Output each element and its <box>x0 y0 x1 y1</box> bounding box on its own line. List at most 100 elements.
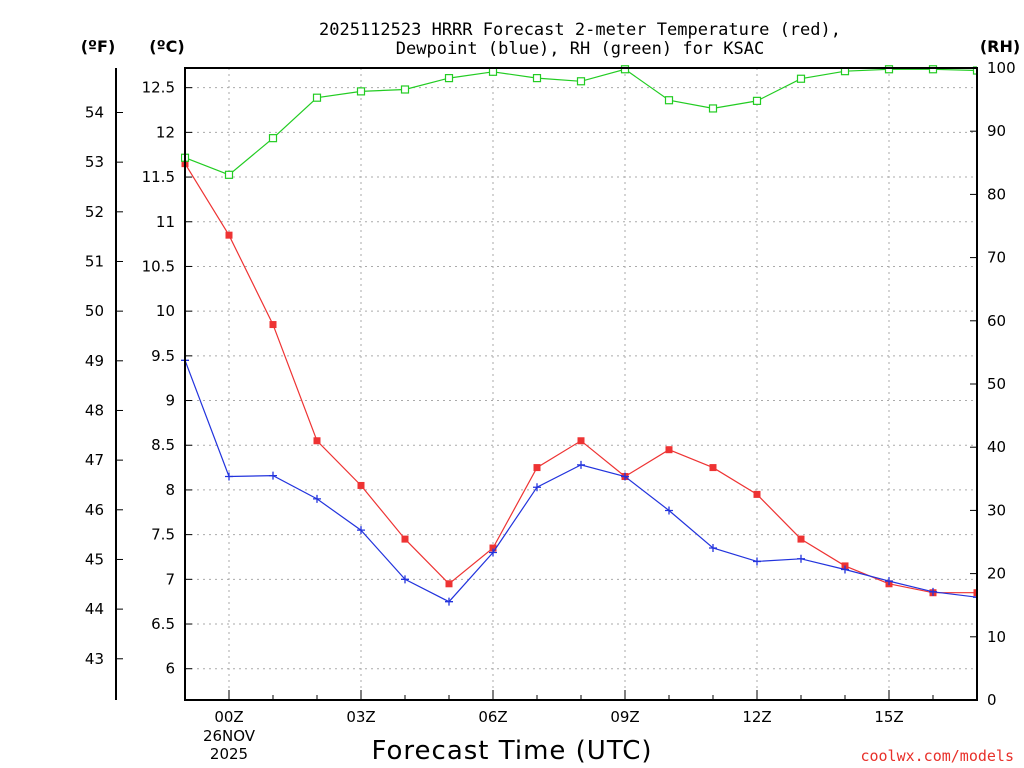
fahrenheit-tick-label: 51 <box>85 252 104 270</box>
dewpoint-point <box>357 526 365 535</box>
dewpoint-point <box>973 593 977 602</box>
temperature-point <box>577 437 585 445</box>
relative-humidity-point <box>928 65 938 74</box>
temperature-point <box>357 481 365 489</box>
rh-tick-label: 10 <box>987 628 1006 646</box>
fahrenheit-tick-label: 44 <box>85 600 104 618</box>
fahrenheit-tick-label: 45 <box>85 550 104 568</box>
dewpoint-point <box>621 472 629 481</box>
temperature-point <box>533 464 541 472</box>
relative-humidity-point <box>312 93 322 102</box>
x-year-label: 2025 <box>210 745 248 763</box>
x-date-label: 26NOV <box>203 727 256 745</box>
x-tick-label: 15Z <box>874 708 903 726</box>
dewpoint-point <box>1017 595 1024 603</box>
fahrenheit-tick-label: 53 <box>85 153 104 171</box>
dewpoint-point <box>577 460 585 469</box>
celsius-tick-label: 6.5 <box>151 615 175 633</box>
relative-humidity-point <box>664 96 674 105</box>
relative-humidity-line <box>184 68 977 176</box>
x-tick-label: 00Z <box>214 708 243 726</box>
dewpoint-point <box>225 472 233 481</box>
relative-humidity-point <box>752 96 762 105</box>
dewpoint-point <box>313 494 321 503</box>
celsius-tick-label: 7.5 <box>151 526 175 544</box>
celsius-tick-label: 7 <box>165 570 175 588</box>
rh-tick-label: 60 <box>987 312 1006 330</box>
dewpoint-point <box>885 577 893 586</box>
celsius-tick-label: 6 <box>165 660 175 678</box>
x-tick-label: 12Z <box>742 708 771 726</box>
relative-humidity-point <box>1018 68 1024 75</box>
plot-frame <box>184 67 978 701</box>
series-group <box>181 65 1024 606</box>
temperature-point <box>269 321 277 329</box>
relative-humidity-point <box>576 77 586 86</box>
fahrenheit-tick-label: 43 <box>85 650 104 668</box>
dewpoint-point <box>709 544 717 553</box>
fahrenheit-tick-label: 49 <box>85 352 104 370</box>
relative-humidity-point <box>356 87 366 96</box>
celsius-tick-label: 12 <box>156 123 175 141</box>
rh-tick-label: 70 <box>987 249 1006 267</box>
dewpoint-point <box>841 565 849 574</box>
temperature-point <box>445 580 453 588</box>
dewpoint-point <box>929 587 937 596</box>
dewpoint-point <box>445 597 453 606</box>
fahrenheit-tick-label: 46 <box>85 501 104 519</box>
temperature-point <box>797 535 805 543</box>
data-series <box>181 65 1024 606</box>
relative-humidity-point <box>400 85 410 94</box>
relative-humidity-point <box>532 74 542 83</box>
fahrenheit-tick-label: 54 <box>85 103 104 121</box>
temperature-point <box>709 464 717 472</box>
relative-humidity-point <box>488 67 498 76</box>
rh-tick-label: 50 <box>987 375 1006 393</box>
dewpoint-point <box>489 548 497 557</box>
fahrenheit-unit-label: (ºF) <box>81 37 116 56</box>
dewpoint-line <box>184 360 977 603</box>
dewpoint-point <box>401 575 409 584</box>
celsius-tick-label: 8 <box>165 481 175 499</box>
x-tick-label: 06Z <box>478 708 507 726</box>
x-tick-label: 03Z <box>346 708 375 726</box>
celsius-tick-label: 10 <box>156 302 175 320</box>
fahrenheit-tick-label: 48 <box>85 401 104 419</box>
dewpoint-point <box>797 554 805 563</box>
dewpoint-point <box>533 483 541 492</box>
chart-title-line2: Dewpoint (blue), RH (green) for KSAC <box>396 39 764 59</box>
celsius-tick-label: 12.5 <box>142 79 175 97</box>
rh-tick-label: 40 <box>987 438 1006 456</box>
celsius-tick-label: 9.5 <box>151 347 175 365</box>
relative-humidity-point <box>972 66 977 75</box>
relative-humidity-point <box>444 74 454 83</box>
temperature-point <box>225 231 233 239</box>
relative-humidity-point <box>884 65 894 74</box>
temperature-point <box>973 589 977 597</box>
rh-tick-label: 30 <box>987 501 1006 519</box>
celsius-unit-label: (ºC) <box>149 37 184 56</box>
rh-tick-label: 100 <box>987 59 1016 77</box>
temperature-line <box>184 163 977 594</box>
temperature-point <box>313 437 321 445</box>
fahrenheit-tick-label: 50 <box>85 302 104 320</box>
relative-humidity-point <box>620 65 630 74</box>
relative-humidity-point <box>224 170 234 179</box>
x-axis-title: Forecast Time (UTC) <box>371 736 652 766</box>
dewpoint-point <box>665 506 673 515</box>
rh-tick-label: 20 <box>987 565 1006 583</box>
relative-humidity-point <box>708 104 718 113</box>
x-tick-label: 09Z <box>610 708 639 726</box>
fahrenheit-tick-label: 52 <box>85 203 104 221</box>
temperature-point <box>401 535 409 543</box>
credit-link[interactable]: coolwx.com/models <box>860 747 1014 765</box>
celsius-tick-label: 10.5 <box>142 257 175 275</box>
temperature-point <box>665 446 673 454</box>
celsius-tick-label: 11.5 <box>142 168 175 186</box>
fahrenheit-tick-label: 47 <box>85 451 104 469</box>
rh-tick-label: 0 <box>987 691 997 709</box>
temperature-point <box>489 544 497 552</box>
relative-humidity-point <box>796 74 806 83</box>
dewpoint-point <box>269 471 277 480</box>
